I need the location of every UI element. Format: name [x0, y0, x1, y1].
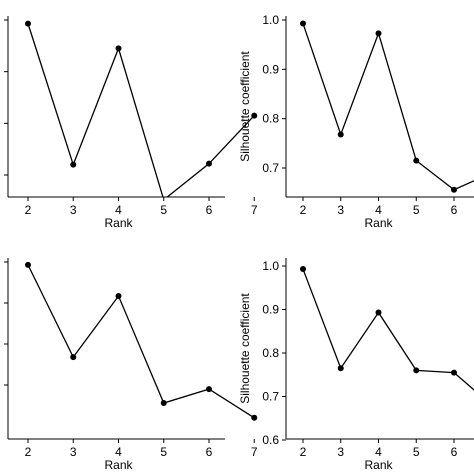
y-tick-label: 1.0 [262, 259, 279, 273]
x-tick-label: 2 [25, 203, 32, 217]
data-point [451, 186, 457, 193]
y-tick-label: 0.9 [262, 303, 279, 317]
x-tick-label: 3 [70, 203, 77, 217]
x-tick-label: 6 [451, 445, 458, 459]
y-tick-label: 1.0 [262, 13, 279, 27]
x-tick-label: 3 [337, 445, 344, 459]
chart-panel-2: 1.0 0.9 0.8 0.7 2 3 4 5 6 Rank Silhouette coeffici… [238, 13, 474, 230]
x-tick-label: 6 [206, 445, 213, 459]
x-tick-label: 2 [300, 445, 307, 459]
data-point [115, 45, 122, 52]
x-tick-label: 3 [337, 203, 344, 217]
data-point [251, 414, 258, 421]
x-axis-label: Rank [104, 458, 133, 472]
data-point [70, 354, 77, 361]
x-axis-label: Rank [364, 216, 393, 230]
data-point [300, 20, 306, 27]
x-tick-label: 5 [413, 445, 420, 459]
data-point [160, 400, 167, 407]
data-point [251, 112, 258, 119]
series-line [27, 264, 255, 419]
x-tick-label: 2 [25, 445, 32, 459]
y-tick-label: 0.6 [262, 433, 279, 447]
x-tick-label: 4 [375, 203, 382, 217]
series-line [27, 23, 255, 197]
data-point [413, 367, 420, 374]
x-tick-label: 4 [375, 445, 382, 459]
x-tick-label: 4 [115, 203, 122, 217]
data-point [375, 30, 382, 37]
y-tick-label: 0.7 [262, 161, 279, 175]
chart-panel-4: 1.0 0.9 0.8 0.7 0.6 2 3 4 5 6 Rank Silhouette coeff… [238, 258, 474, 472]
y-tick-label: 0.8 [262, 346, 279, 360]
x-tick-label: 3 [70, 445, 77, 459]
x-tick-label: 4 [115, 445, 122, 459]
data-point [162, 196, 165, 197]
data-point [70, 161, 77, 168]
data-point [206, 386, 212, 393]
x-tick-label: 6 [451, 203, 458, 217]
x-tick-label: 5 [160, 445, 167, 459]
x-tick-label: 6 [206, 203, 213, 217]
data-point [413, 157, 420, 164]
x-tick-label: 5 [160, 203, 167, 217]
data-point [25, 261, 31, 268]
chart-panel-3: 2 3 4 5 6 7 Rank [4, 258, 258, 472]
x-axis-label: Rank [364, 458, 393, 472]
series-line [302, 268, 474, 391]
chart-panel-1: 2 3 4 5 6 7 Rank [4, 16, 258, 230]
data-point [206, 160, 212, 167]
y-axis-label: Silhouette coefficient [238, 293, 252, 404]
y-tick-label: 0.9 [262, 62, 279, 76]
x-tick-label: 7 [251, 445, 258, 459]
y-tick-label: 0.8 [262, 112, 279, 126]
y-tick-label: 0.7 [262, 390, 279, 404]
x-tick-label: 2 [300, 203, 307, 217]
data-point [25, 20, 31, 27]
data-point [451, 369, 457, 376]
data-point [115, 293, 122, 300]
data-point [337, 131, 344, 138]
data-point [300, 266, 306, 273]
data-point [337, 365, 344, 372]
x-tick-label: 5 [413, 203, 420, 217]
data-point [375, 309, 382, 316]
x-axis-label: Rank [104, 216, 133, 230]
y-axis-label: Silhouette coefficient [238, 51, 252, 162]
series-line [302, 23, 474, 191]
x-tick-label: 7 [251, 203, 258, 217]
